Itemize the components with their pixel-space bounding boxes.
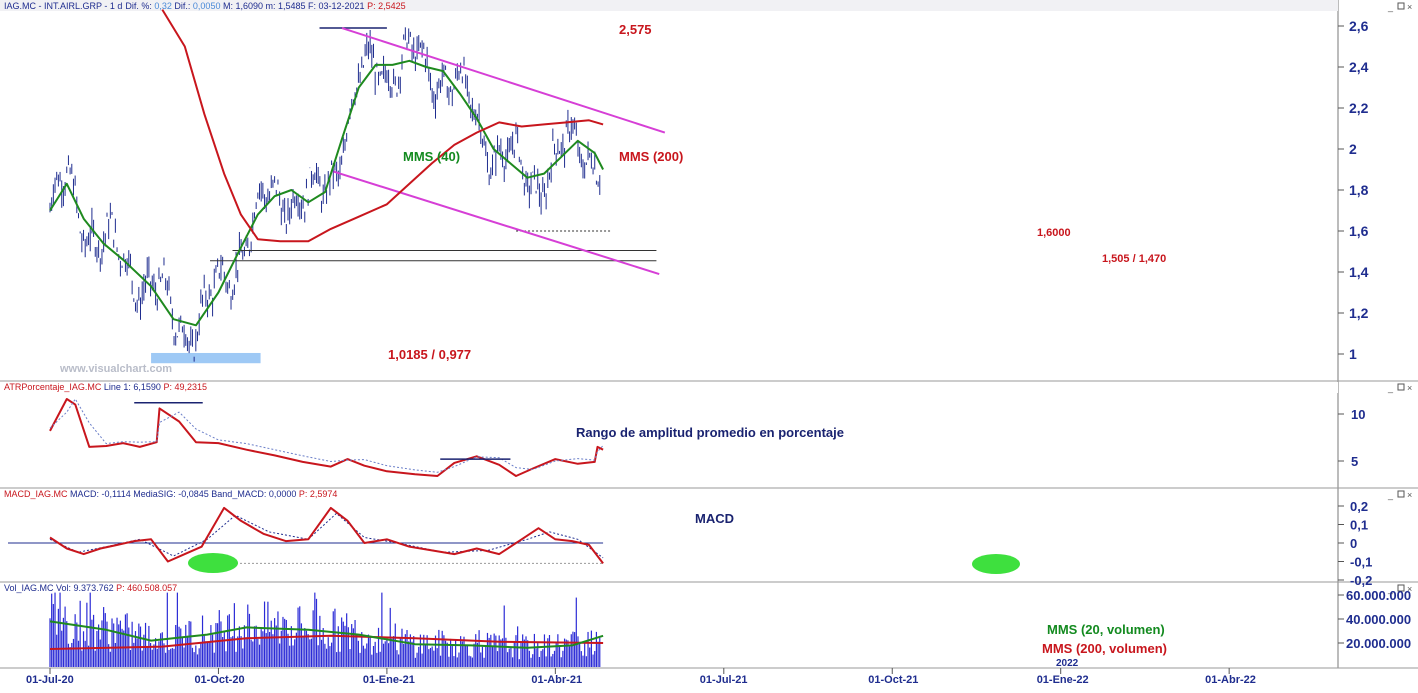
macd-y-tick: 0	[1350, 536, 1357, 551]
macd-oval-left	[188, 553, 238, 573]
mms40-line	[49, 59, 604, 327]
atr-y-tick: 10	[1351, 407, 1365, 422]
vol-mms200-label: MMS (200, volumen)	[1042, 641, 1167, 656]
x-tick: 01-Oct-21	[868, 674, 918, 686]
maximize-icon[interactable]	[1397, 584, 1405, 592]
vol-panel-controls[interactable]: _ ×	[1387, 584, 1412, 594]
maximize-icon[interactable]	[1397, 383, 1405, 391]
year-mark: 2022	[1056, 658, 1079, 669]
high-label: 2,575	[619, 22, 652, 37]
atr-avg-line	[49, 398, 604, 473]
atr-panel-controls[interactable]: _ ×	[1387, 383, 1412, 393]
x-tick: 01-Ene-21	[363, 674, 415, 686]
price-y-tick: 2	[1349, 141, 1357, 157]
macd-panel-controls[interactable]: _ ×	[1387, 490, 1412, 500]
x-tick: 01-Abr-22	[1205, 674, 1256, 686]
minimize-icon[interactable]: _	[1387, 2, 1394, 12]
atr-line	[49, 398, 604, 477]
atr-title: Rango de amplitud promedio en porcentaje	[576, 425, 844, 440]
price-header: IAG.MC - INT.AIRL.GRP - 1 d Dif. %: 0,32 …	[4, 1, 406, 11]
macd-title: MACD	[695, 511, 734, 526]
vol-y-tick: 40.000.000	[1346, 612, 1411, 627]
vol-y-tick: 20.000.000	[1346, 636, 1411, 651]
maximize-icon[interactable]	[1397, 490, 1405, 498]
x-tick: 01-Jul-21	[700, 674, 748, 686]
vol-mms200-line	[49, 634, 604, 650]
price-y-tick: 2,4	[1349, 59, 1369, 75]
channel-lower-line	[333, 170, 660, 276]
macd-line	[49, 506, 604, 565]
low-zone-highlight	[151, 352, 261, 364]
price-y-tick: 1	[1349, 346, 1357, 362]
vol-mms20-line	[49, 620, 604, 649]
price-y-tick: 1,8	[1349, 182, 1369, 198]
price-y-tick: 1,6	[1349, 223, 1369, 239]
atr-header: ATRPorcentaje_IAG.MC Line 1: 6,1590 P: 4…	[4, 382, 207, 392]
price-y-tick: 1,2	[1349, 305, 1369, 321]
support-label: 1,505 / 1,470	[1102, 253, 1166, 265]
watermark: www.visualchart.com	[59, 363, 172, 375]
macd-y-tick: 0,2	[1350, 499, 1368, 514]
x-tick: 01-Ene-22	[1037, 674, 1089, 686]
macd-y-tick: -0,1	[1350, 555, 1372, 570]
x-tick: 01-Abr-21	[531, 674, 582, 686]
minimize-icon[interactable]: _	[1387, 383, 1394, 393]
macd-y-tick: -0,2	[1350, 573, 1372, 588]
price-y-tick: 2,2	[1349, 100, 1369, 116]
x-tick: 01-Oct-20	[194, 674, 244, 686]
price-y-tick: 1,4	[1349, 264, 1369, 280]
price-panel-controls[interactable]: _ ×	[1387, 2, 1412, 12]
x-tick: 01-Jul-20	[26, 674, 74, 686]
close-icon[interactable]: ×	[1407, 2, 1412, 12]
macd-y-tick: 0,1	[1350, 518, 1368, 533]
macd-header: MACD_IAG.MC MACD: -0,1114 MediaSIG: -0,0…	[4, 489, 337, 499]
price-y-tick: 2,6	[1349, 18, 1369, 34]
close-icon[interactable]: ×	[1407, 584, 1412, 594]
mms40-label: MMS (40)	[403, 149, 460, 164]
macd-oval-right	[972, 554, 1020, 574]
close-icon[interactable]: ×	[1407, 490, 1412, 500]
maximize-icon[interactable]	[1397, 2, 1405, 10]
channel-upper-line	[341, 27, 666, 134]
close-icon[interactable]: ×	[1407, 383, 1412, 393]
vol-mms20-label: MMS (20, volumen)	[1047, 622, 1165, 637]
vol-header: Vol_IAG.MC Vol: 9.373.762 P: 460.508.057	[4, 583, 177, 593]
mms200-line	[161, 9, 604, 243]
atr-y-tick: 5	[1351, 454, 1358, 469]
low-label: 1,0185 / 0,977	[388, 347, 471, 362]
minimize-icon[interactable]: _	[1387, 490, 1394, 500]
level-1600-label: 1,6000	[1037, 227, 1071, 239]
vol-y-tick: 60.000.000	[1346, 588, 1411, 603]
minimize-icon[interactable]: _	[1387, 584, 1394, 594]
mms200-label: MMS (200)	[619, 149, 683, 164]
